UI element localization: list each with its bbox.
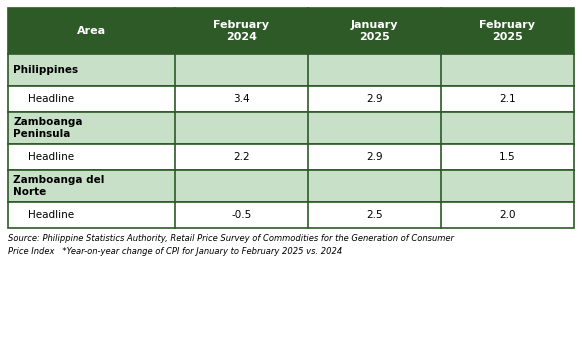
Text: Headline: Headline <box>28 94 74 104</box>
Bar <box>441 86 574 112</box>
Bar <box>308 54 441 86</box>
Bar <box>8 144 574 170</box>
Bar <box>175 54 308 86</box>
Bar <box>175 86 308 112</box>
Text: 2.9: 2.9 <box>366 94 383 104</box>
Bar <box>8 144 175 170</box>
Bar <box>8 170 175 202</box>
Bar <box>175 112 308 144</box>
Text: Zamboanga del
Norte: Zamboanga del Norte <box>13 175 104 197</box>
Bar <box>308 170 441 202</box>
Bar <box>8 202 175 228</box>
Bar <box>441 54 574 86</box>
Text: Area: Area <box>77 26 106 36</box>
Bar <box>8 86 175 112</box>
Text: Price Index   *Year-on-year change of CPI for January to February 2025 vs. 2024: Price Index *Year-on-year change of CPI … <box>8 247 342 256</box>
Bar <box>441 144 574 170</box>
Text: 3.4: 3.4 <box>233 94 250 104</box>
Bar <box>8 112 175 144</box>
Bar <box>8 8 574 54</box>
Bar <box>175 144 308 170</box>
Text: 2.0: 2.0 <box>499 210 516 220</box>
Bar <box>8 202 574 228</box>
Text: 2.9: 2.9 <box>366 152 383 162</box>
Bar <box>175 170 308 202</box>
Text: January
2025: January 2025 <box>351 20 398 42</box>
Bar <box>8 8 175 54</box>
Bar <box>8 54 574 86</box>
Bar <box>308 8 441 54</box>
Bar <box>8 170 574 202</box>
Text: Zamboanga
Peninsula: Zamboanga Peninsula <box>13 117 83 139</box>
Bar <box>441 112 574 144</box>
Text: 2.5: 2.5 <box>366 210 383 220</box>
Bar <box>308 112 441 144</box>
Text: -0.5: -0.5 <box>232 210 251 220</box>
Text: February
2025: February 2025 <box>480 20 535 42</box>
Text: Philippines: Philippines <box>13 65 78 75</box>
Bar <box>175 8 308 54</box>
Text: Headline: Headline <box>28 210 74 220</box>
Bar <box>441 170 574 202</box>
Text: 1.5: 1.5 <box>499 152 516 162</box>
Bar <box>441 202 574 228</box>
Bar <box>441 8 574 54</box>
Text: Headline: Headline <box>28 152 74 162</box>
Bar <box>308 86 441 112</box>
Text: Source: Philippine Statistics Authority, Retail Price Survey of Commodities for : Source: Philippine Statistics Authority,… <box>8 234 454 243</box>
Bar <box>8 112 574 144</box>
Bar <box>175 202 308 228</box>
Bar <box>8 86 574 112</box>
Text: 2.2: 2.2 <box>233 152 250 162</box>
Bar <box>308 144 441 170</box>
Bar <box>308 202 441 228</box>
Text: February
2024: February 2024 <box>214 20 269 42</box>
Bar <box>8 54 175 86</box>
Text: 2.1: 2.1 <box>499 94 516 104</box>
